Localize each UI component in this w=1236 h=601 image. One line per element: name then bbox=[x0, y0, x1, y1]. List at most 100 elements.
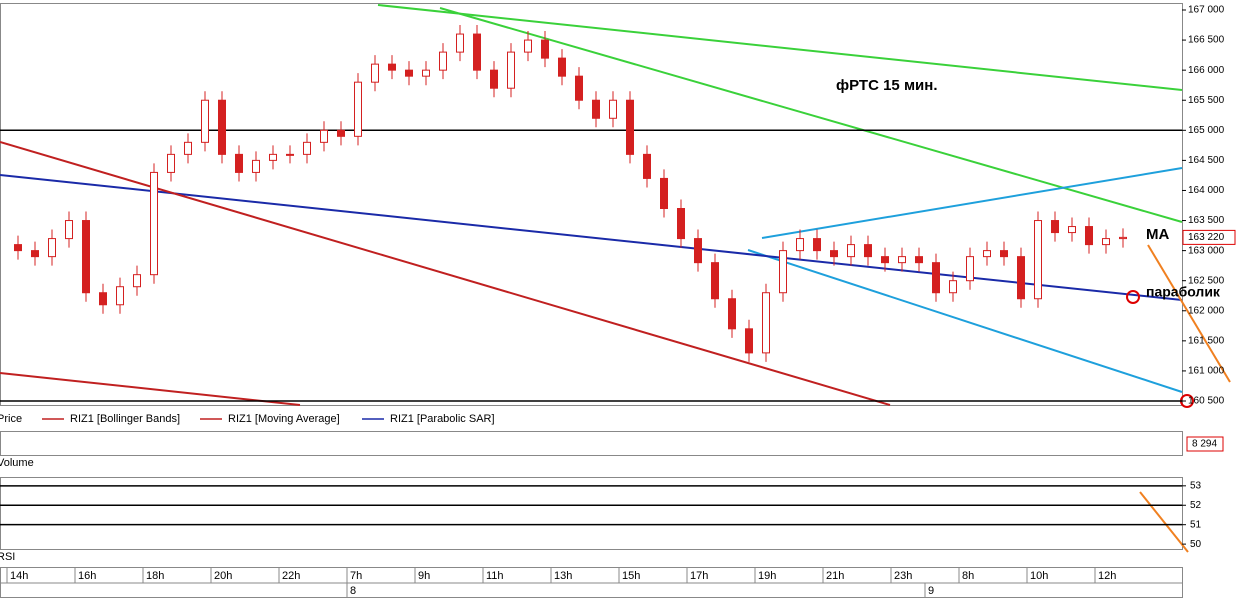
candle-body bbox=[847, 244, 855, 258]
rsi-tick-label: 50 bbox=[1190, 539, 1202, 550]
candle-body bbox=[1119, 236, 1127, 240]
candle-body bbox=[745, 328, 753, 354]
x-tick-label: 12h bbox=[1098, 570, 1116, 582]
candle-body bbox=[728, 298, 736, 330]
x-tick-label: 10h bbox=[1030, 570, 1048, 582]
candle-body bbox=[99, 292, 107, 306]
candle-body bbox=[643, 153, 651, 179]
candle-body bbox=[337, 129, 345, 137]
candle-body bbox=[48, 238, 56, 258]
candle-body bbox=[82, 220, 90, 294]
legend-entry: RIZ1 [Bollinger Bands] bbox=[70, 413, 180, 425]
candle-body bbox=[473, 33, 481, 71]
volume-value-label: 8 294 bbox=[1192, 439, 1217, 450]
y-tick-label: 163 500 bbox=[1188, 215, 1225, 226]
candle-body bbox=[286, 153, 294, 156]
candle-body bbox=[524, 39, 532, 53]
candle-body bbox=[201, 99, 209, 143]
x-tick-label: 23h bbox=[894, 570, 912, 582]
candle-body bbox=[303, 141, 311, 155]
trend-line bbox=[377, 4, 1183, 91]
candle-body bbox=[830, 250, 838, 258]
candle-body bbox=[1068, 226, 1076, 234]
volume-panel bbox=[0, 431, 1183, 456]
candle-body bbox=[677, 208, 685, 240]
candle-body bbox=[915, 256, 923, 264]
candle-body bbox=[507, 51, 515, 89]
candle-body bbox=[490, 69, 498, 89]
x-tick-label: 22h bbox=[282, 570, 300, 582]
candle-body bbox=[218, 99, 226, 155]
candle-body bbox=[1051, 220, 1059, 234]
candle-body bbox=[456, 33, 464, 53]
x-tick-label: 7h bbox=[350, 570, 362, 582]
candle-body bbox=[150, 171, 158, 276]
candle-body bbox=[796, 238, 804, 252]
x-tick-label: 13h bbox=[554, 570, 572, 582]
candle-body bbox=[966, 256, 974, 282]
candle-body bbox=[881, 256, 889, 264]
x-tick-label: 20h bbox=[214, 570, 232, 582]
x-tick-label: 14h bbox=[10, 570, 28, 582]
x-tick-label: 15h bbox=[622, 570, 640, 582]
candle-body bbox=[813, 238, 821, 252]
price-panel bbox=[0, 3, 1183, 406]
candle-body bbox=[422, 69, 430, 77]
rsi-tick-label: 51 bbox=[1190, 519, 1202, 530]
candle-body bbox=[1102, 238, 1110, 246]
trend-line bbox=[439, 7, 1183, 223]
annotation: MA bbox=[1146, 226, 1169, 243]
candle-body bbox=[65, 220, 73, 240]
candle-body bbox=[439, 51, 447, 71]
x-tick-label: 11h bbox=[486, 570, 504, 582]
candle-body bbox=[983, 250, 991, 258]
candle-body bbox=[405, 69, 413, 77]
arrow bbox=[1147, 244, 1231, 383]
candle-body bbox=[371, 63, 379, 83]
trend-line bbox=[0, 174, 1183, 301]
volume-value-box bbox=[1186, 436, 1224, 452]
y-tick-label: 162 000 bbox=[1188, 305, 1225, 316]
candle-body bbox=[779, 250, 787, 294]
trend-line bbox=[0, 141, 891, 406]
candle-body bbox=[711, 262, 719, 300]
trend-line bbox=[747, 249, 1183, 393]
candle-body bbox=[320, 129, 328, 143]
candle-body bbox=[31, 250, 39, 258]
legend-entry: RIZ1 [Moving Average] bbox=[228, 413, 340, 425]
legend-entry: Price bbox=[0, 413, 22, 425]
x-tick-label: 18h bbox=[146, 570, 164, 582]
candle-body bbox=[1034, 220, 1042, 300]
x-tick-label: 16h bbox=[78, 570, 96, 582]
rsi-panel bbox=[0, 477, 1183, 550]
panel-label: Volume bbox=[0, 457, 34, 469]
candle-body bbox=[575, 75, 583, 101]
last-price-label: 163 220 bbox=[1188, 232, 1225, 243]
candle-body bbox=[14, 244, 22, 252]
arrow bbox=[1139, 491, 1189, 553]
candle-body bbox=[354, 81, 362, 137]
y-tick-label: 166 500 bbox=[1188, 35, 1225, 46]
date-label: 8 bbox=[350, 585, 356, 597]
candle-body bbox=[558, 57, 566, 77]
candle-body bbox=[252, 159, 260, 173]
trend-line bbox=[761, 167, 1183, 239]
candle-body bbox=[269, 153, 277, 161]
candle-body bbox=[898, 256, 906, 264]
candle-body bbox=[864, 244, 872, 258]
annotation: параболик bbox=[1146, 284, 1221, 300]
candle-body bbox=[949, 280, 957, 294]
y-tick-label: 164 500 bbox=[1188, 155, 1225, 166]
candle-body bbox=[694, 238, 702, 264]
x-tick-label: 9h bbox=[418, 570, 430, 582]
panel-label: RSI bbox=[0, 551, 15, 563]
candle-body bbox=[541, 39, 549, 59]
chart-title: фРТС 15 мин. bbox=[836, 77, 938, 94]
y-tick-label: 161 000 bbox=[1188, 366, 1225, 377]
y-tick-label: 167 000 bbox=[1188, 5, 1225, 16]
y-tick-label: 160 500 bbox=[1188, 396, 1225, 407]
candle-body bbox=[1000, 250, 1008, 258]
candle-body bbox=[388, 63, 396, 71]
